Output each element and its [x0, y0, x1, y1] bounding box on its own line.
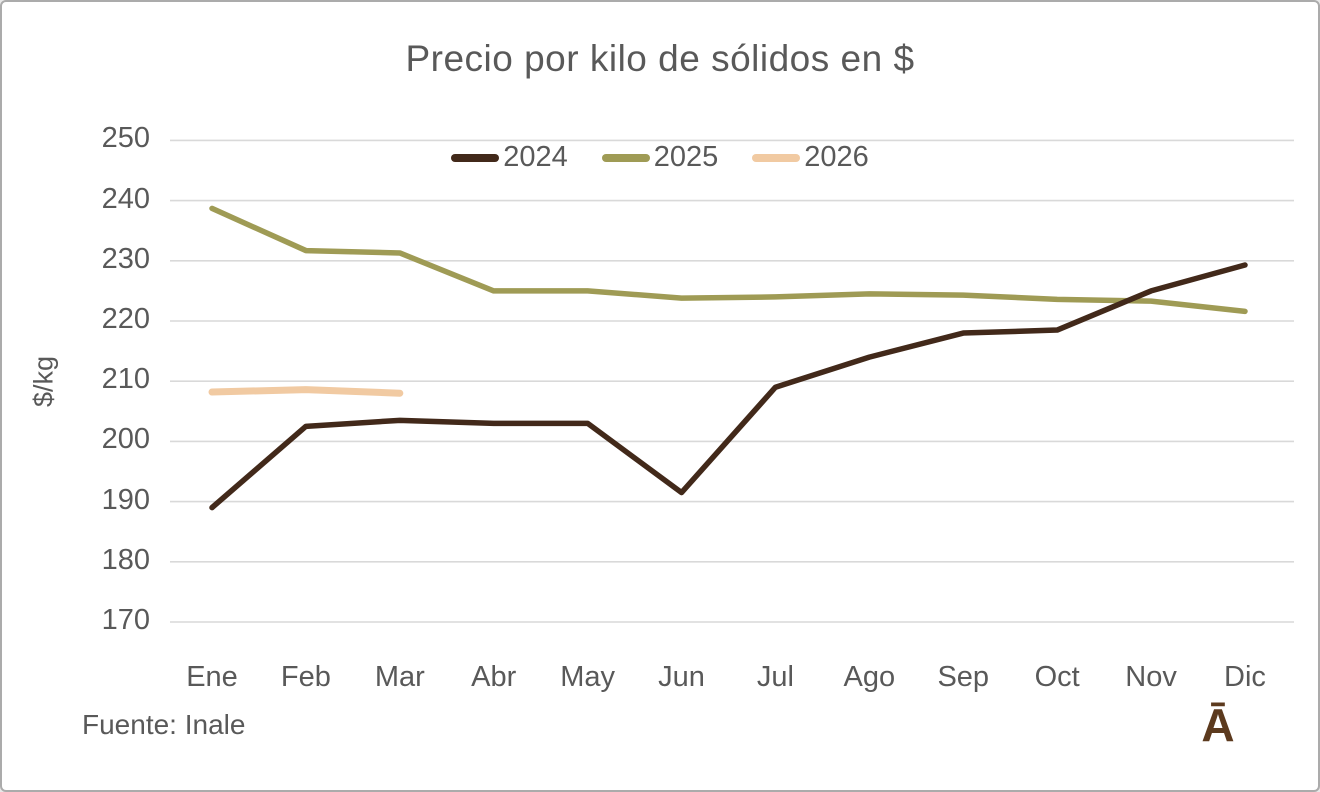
legend-swatch-2026	[752, 153, 801, 162]
y-tick-label: 180	[101, 543, 150, 576]
legend-item-2026: 2026	[752, 141, 869, 174]
series-line-2024	[209, 262, 1248, 511]
x-tick-label-Sep: Sep	[937, 661, 990, 693]
y-tick-label: 210	[101, 363, 150, 396]
x-tick-label-May: May	[560, 661, 616, 693]
x-tick-label-Ago: Ago	[843, 661, 896, 693]
legend-label-2026: 2026	[804, 141, 869, 173]
x-tick-label-Abr: Abr	[471, 661, 517, 693]
legend-label-2025: 2025	[653, 141, 719, 173]
legend-item-2025: 2025	[601, 141, 719, 174]
brand-logo: Ā	[1201, 699, 1235, 751]
x-tick-label-Feb: Feb	[280, 661, 331, 693]
legend-item-2024: 2024	[451, 141, 568, 174]
source-note: Fuente: Inale	[82, 709, 246, 740]
y-tick-label: 240	[101, 182, 150, 215]
y-tick-label: 190	[101, 483, 150, 516]
x-tick-label-Ene: Ene	[186, 661, 238, 693]
y-tick-label: 250	[101, 122, 150, 155]
legend: 2024 2025 2026	[2, 141, 1318, 174]
legend-swatch-2025	[601, 153, 650, 162]
y-tick-label: 230	[101, 242, 150, 275]
x-tick-label-Mar: Mar	[374, 661, 425, 693]
chart-title: Precio por kilo de sólidos en $	[405, 38, 915, 79]
y-tick-label: 200	[101, 423, 150, 456]
x-tick-label-Nov: Nov	[1125, 661, 1177, 693]
series-line-2025	[209, 205, 1248, 315]
series-line-2026	[208, 386, 404, 397]
legend-swatch-2024	[451, 153, 500, 162]
x-tick-label-Oct: Oct	[1034, 661, 1080, 693]
legend-label-2024: 2024	[503, 141, 568, 173]
x-tick-label-Jun: Jun	[658, 661, 705, 693]
x-tick-label-Jul: Jul	[756, 661, 794, 693]
y-tick-label: 170	[101, 604, 150, 636]
y-tick-label: 220	[101, 303, 150, 335]
x-tick-label-Dic: Dic	[1224, 661, 1266, 693]
